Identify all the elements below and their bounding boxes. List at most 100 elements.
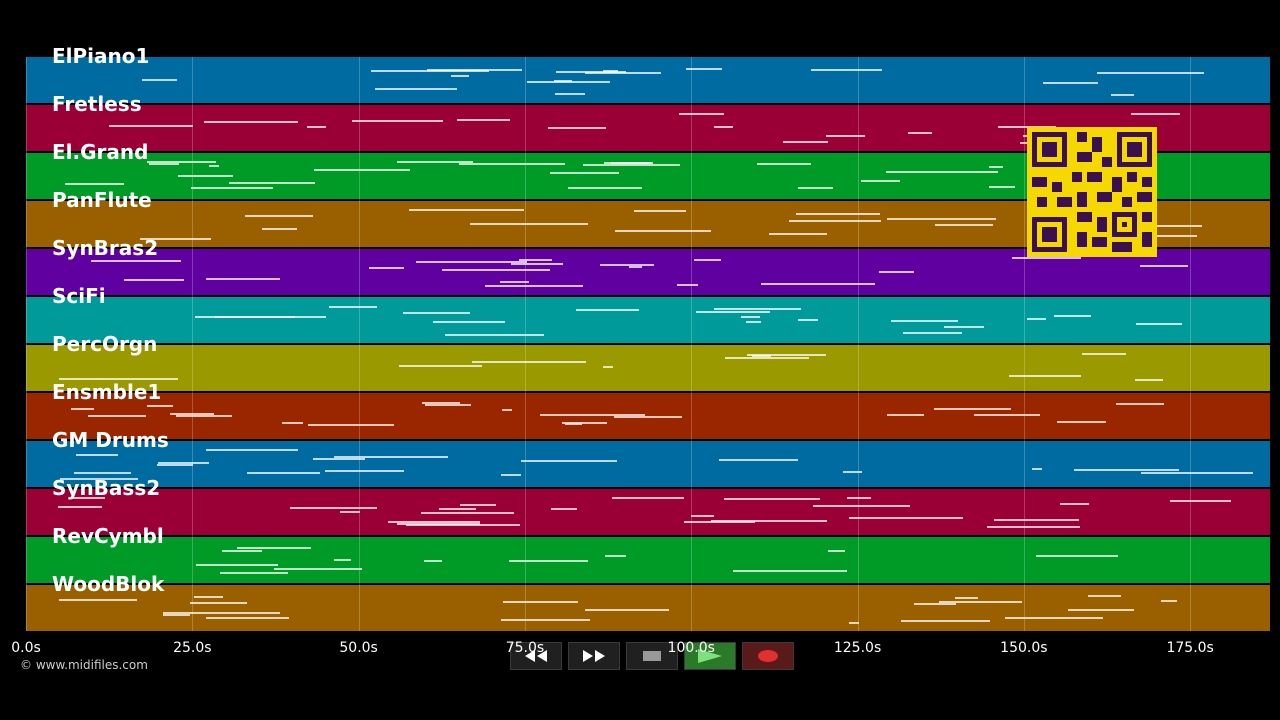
note-mark (60, 478, 138, 480)
track-label: El.Grand (52, 140, 149, 164)
track-band (26, 537, 1270, 583)
track-label: GM Drums (52, 428, 169, 452)
track-label: PercOrgn (52, 332, 158, 356)
note-mark (934, 408, 1011, 410)
note-mark (1043, 82, 1098, 84)
note-mark (334, 559, 351, 561)
note-mark (220, 572, 288, 574)
grid-line (26, 57, 27, 631)
note-mark (1060, 503, 1089, 505)
note-mark (548, 127, 606, 129)
note-mark (568, 187, 642, 189)
track-band (26, 297, 1270, 343)
note-mark (887, 218, 996, 220)
note-mark (65, 183, 124, 185)
note-mark (901, 620, 990, 622)
note-mark (190, 602, 247, 604)
tick-label: 0.0s (11, 640, 41, 656)
grid-line (358, 57, 360, 631)
rewind-button[interactable] (510, 642, 562, 670)
note-mark (714, 126, 733, 128)
qr-code-graphic (1027, 127, 1157, 257)
note-mark (612, 497, 684, 499)
note-mark (88, 415, 146, 417)
note-mark (191, 187, 273, 189)
note-mark (501, 619, 590, 621)
note-mark (409, 209, 524, 211)
note-mark (694, 259, 721, 261)
note-mark (1057, 421, 1106, 423)
note-mark (935, 224, 993, 226)
note-mark (634, 210, 686, 212)
play-button[interactable] (684, 642, 736, 670)
note-mark (955, 597, 978, 599)
note-mark (719, 459, 798, 461)
note-mark (352, 120, 443, 122)
note-mark (206, 449, 298, 451)
note-mark (501, 474, 521, 476)
note-mark (262, 228, 297, 230)
note-mark (433, 321, 505, 323)
tick-label: 150.0s (1000, 640, 1048, 656)
note-mark (757, 163, 811, 165)
note-mark (422, 402, 460, 404)
note-mark (747, 354, 826, 356)
track-label: SynBras2 (52, 236, 159, 260)
note-mark (59, 599, 137, 601)
note-mark (540, 414, 645, 416)
note-mark (340, 511, 360, 513)
note-mark (733, 570, 847, 572)
note-mark (1141, 472, 1253, 474)
note-mark (397, 161, 473, 163)
note-mark (290, 507, 377, 509)
track-band (26, 345, 1270, 391)
note-mark (939, 601, 1022, 603)
note-mark (679, 113, 724, 115)
note-mark (551, 508, 577, 510)
note-mark (124, 279, 184, 281)
note-mark (1005, 617, 1103, 619)
tick-label: 75.0s (505, 640, 545, 656)
note-mark (1131, 113, 1180, 115)
note-mark (247, 472, 320, 474)
note-mark (485, 285, 583, 287)
note-mark (576, 309, 639, 311)
transport-controls (510, 642, 794, 670)
stop-button[interactable] (626, 642, 678, 670)
note-mark (849, 622, 859, 624)
note-mark (555, 93, 585, 95)
track-band (26, 489, 1270, 535)
note-mark (826, 135, 865, 137)
note-mark (1082, 353, 1126, 355)
tick-label: 50.0s (339, 640, 378, 656)
note-mark (605, 555, 626, 557)
record-button[interactable] (742, 642, 794, 670)
note-mark (503, 601, 578, 603)
note-mark (502, 409, 512, 411)
note-mark (59, 378, 178, 380)
note-mark (798, 187, 833, 189)
note-mark (843, 471, 862, 473)
note-mark (1111, 94, 1134, 96)
note-mark (245, 215, 313, 217)
note-mark (1161, 600, 1177, 602)
note-mark (600, 264, 654, 266)
note-mark (416, 261, 527, 263)
record-icon (758, 650, 778, 662)
note-mark (1032, 468, 1042, 470)
note-mark (209, 165, 219, 167)
note-mark (562, 422, 607, 424)
note-mark (425, 404, 471, 406)
track-band (26, 441, 1270, 487)
note-mark (724, 498, 820, 500)
note-mark (403, 312, 470, 314)
note-mark (691, 515, 714, 517)
fast-forward-button[interactable] (568, 642, 620, 670)
note-mark (237, 547, 311, 549)
note-mark (140, 238, 211, 240)
note-mark (445, 334, 544, 336)
note-mark (457, 119, 510, 121)
track-label: SciFi (52, 284, 106, 308)
note-mark (741, 316, 760, 318)
note-mark (1074, 469, 1179, 471)
